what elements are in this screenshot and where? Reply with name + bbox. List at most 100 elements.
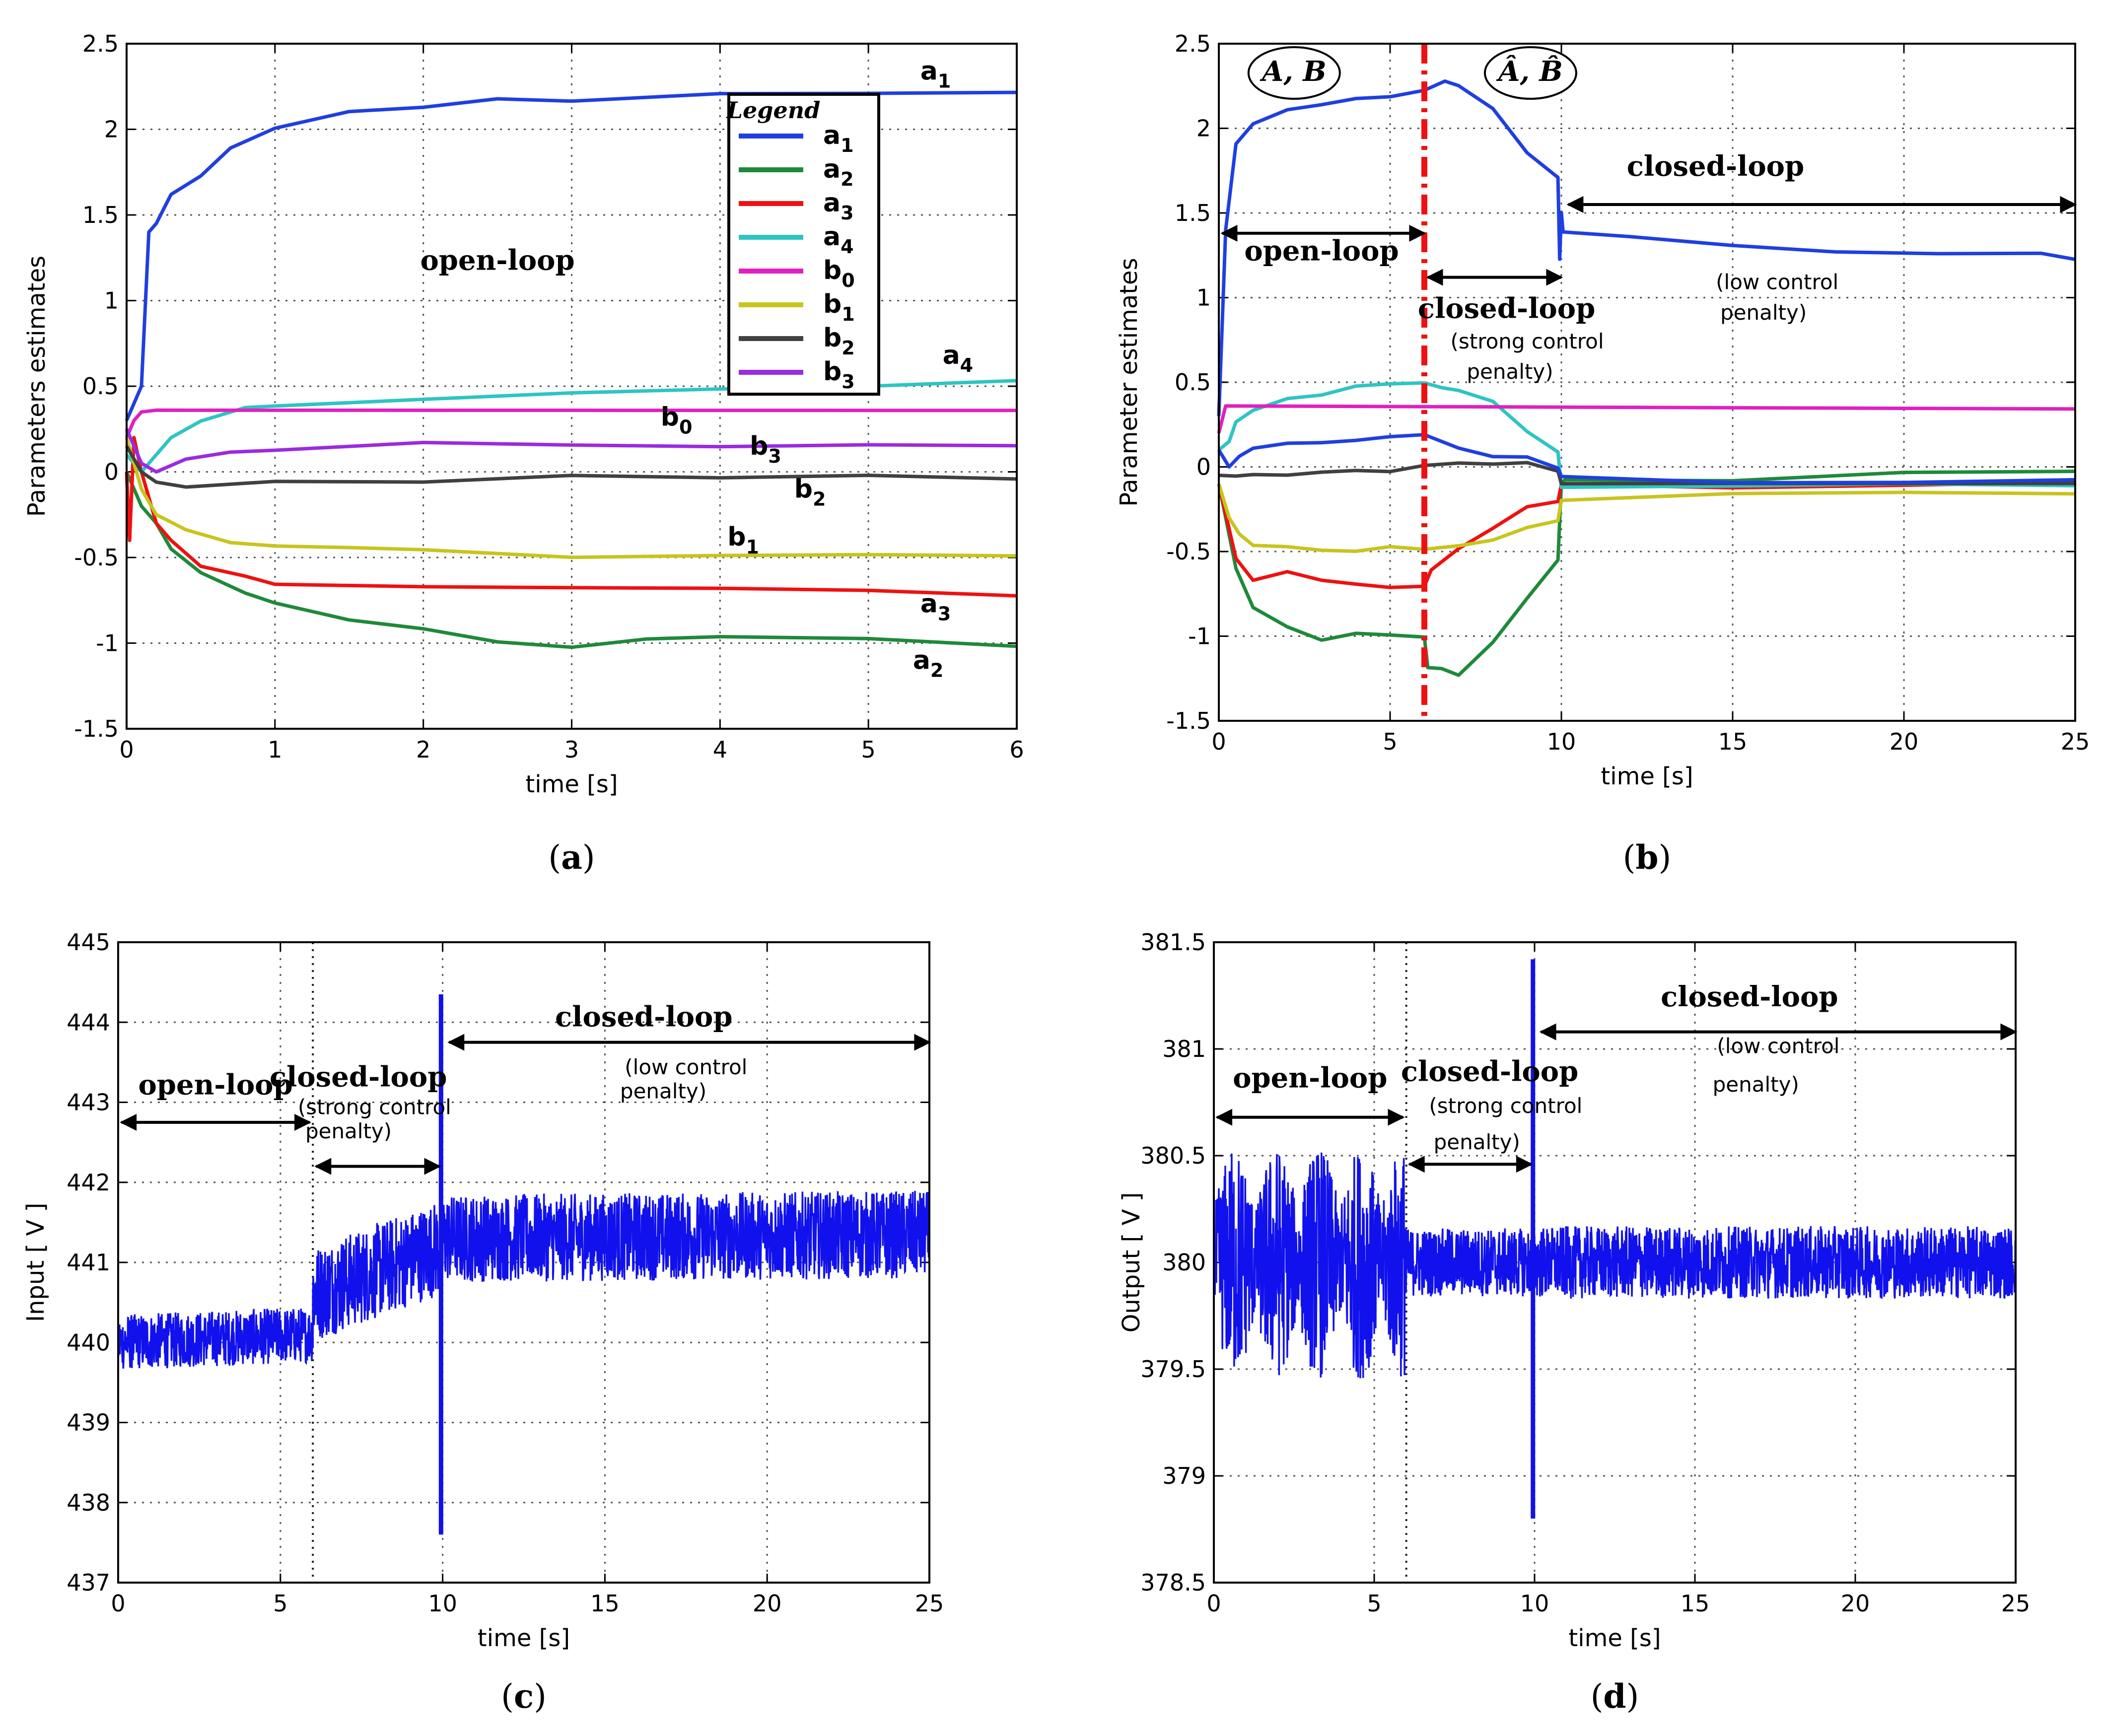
y-tick-label: 439: [67, 1409, 110, 1436]
y-tick-label: 0: [1196, 454, 1211, 481]
series-label-a2: a2: [913, 645, 944, 681]
x-axis-label: time [s]: [525, 770, 618, 798]
x-tick-label: 5: [1367, 1590, 1381, 1617]
legend-label: b0: [823, 256, 855, 291]
x-tick-label: 3: [564, 736, 579, 763]
series-line-a1: [125, 90, 1017, 421]
y-tick-label: 1: [1196, 284, 1211, 311]
x-tick-label: 2: [416, 736, 430, 763]
x-tick-label: 25: [2001, 1590, 2031, 1617]
y-tick-label: 1.5: [1175, 200, 1211, 226]
annotation-text: (low control: [1717, 1034, 1839, 1058]
x-axis-label: time [s]: [1601, 763, 1693, 790]
legend-label: a3: [823, 188, 854, 224]
x-tick-label: 25: [2061, 728, 2090, 755]
y-tick-label: 0.5: [82, 373, 119, 400]
matrix-oval: [1247, 46, 1341, 100]
series-line-b1: [125, 437, 1017, 559]
y-tick-label: 2: [1196, 115, 1211, 142]
plot-frame: [1218, 43, 2076, 722]
phase-label: closed-loop: [1661, 980, 1838, 1013]
x-tick-label: 4: [713, 736, 727, 763]
y-tick-label: -1.5: [74, 715, 119, 742]
series-line-a4: [1217, 381, 2076, 489]
phase-label: open-loop: [1233, 1061, 1387, 1094]
y-tick-label: 378.5: [1140, 1569, 1206, 1596]
panel-caption: (a): [548, 838, 595, 877]
signal-line: [1213, 1152, 2017, 1379]
y-tick-label: 438: [67, 1489, 110, 1516]
x-tick-label: 15: [1681, 1590, 1710, 1617]
series-label-a3: a3: [920, 589, 951, 625]
y-tick-label: 2.5: [1175, 30, 1211, 57]
series-line-b3: [125, 428, 1017, 474]
y-tick-label: 381.5: [1140, 929, 1206, 956]
matrix-label: Â, B̂: [1496, 55, 1563, 88]
y-tick-label: 2.5: [82, 30, 119, 57]
annotation-text: (strong control: [1451, 329, 1604, 353]
x-tick-label: 0: [1211, 728, 1226, 755]
phase-label: open-loop: [420, 244, 574, 277]
annotation-text: penalty): [305, 1119, 392, 1143]
x-tick-label: 15: [1718, 728, 1748, 755]
series-label-a4: a4: [943, 341, 974, 376]
y-tick-label: -1: [96, 630, 119, 657]
y-tick-label: 442: [67, 1169, 110, 1196]
y-tick-label: 379: [1162, 1462, 1206, 1489]
series-label-a1: a1: [920, 56, 951, 92]
panel-a: 0 1 2 3 4 5 6-1.5-1-0.500.511.522.5a1a2a3a4b0b…: [23, 30, 1024, 877]
y-tick-label: 2: [104, 116, 119, 143]
phase-label: open-loop: [138, 1068, 292, 1101]
x-tick-label: 20: [753, 1590, 782, 1617]
y-tick-label: 0: [104, 459, 119, 486]
annotation-text: (low control: [1716, 270, 1838, 294]
annotation-text: penalty): [1467, 359, 1553, 384]
y-tick-label: -1.5: [1166, 707, 1211, 734]
annotation-text: penalty): [1713, 1072, 1799, 1097]
series-line-a2: [1217, 470, 2076, 677]
y-tick-label: 1.5: [82, 202, 119, 228]
y-tick-label: 379.5: [1140, 1356, 1206, 1383]
legend-label: b3: [823, 357, 855, 393]
panel-caption: (c): [501, 1677, 547, 1716]
phase-label: open-loop: [1244, 234, 1399, 267]
annotation-text: (strong control: [1429, 1094, 1582, 1118]
x-tick-label: 5: [1383, 728, 1397, 755]
panel-b: 0 5 10 15 20 25 -1.5 -1 -0.5 0 0.5 1 1.5 2 2.5 A, B Â, B…: [1115, 30, 2090, 877]
y-tick-label: 444: [67, 1009, 110, 1036]
annotation-text: (strong control: [298, 1095, 451, 1119]
series-line-a2: [125, 471, 1017, 649]
x-axis-label: time [s]: [1568, 1624, 1661, 1652]
x-tick-label: 5: [861, 736, 876, 763]
panel-caption: (d): [1591, 1677, 1639, 1716]
y-tick-label: 437: [67, 1569, 110, 1596]
series-label-b0: b0: [661, 402, 693, 438]
legend-label: a4: [823, 222, 854, 258]
y-axis-label: Parameters estimates: [23, 256, 51, 517]
series-label-b1: b1: [727, 522, 759, 558]
series-label-b2: b2: [794, 474, 826, 510]
panel-d: 0 5 10 15 20 25 378.5 379 379.5 380 380.5 381 381.5 o…: [1118, 929, 2030, 1716]
panel-caption: (b): [1623, 838, 1672, 877]
annotation-text: penalty): [1720, 300, 1807, 325]
y-tick-label: 445: [67, 929, 110, 956]
legend-box: [727, 93, 880, 396]
phase-label: closed-loop: [1401, 1055, 1578, 1088]
phase-label: closed-loop: [1627, 150, 1804, 183]
y-tick-label: 0.5: [1175, 369, 1211, 396]
y-tick-label: -0.5: [1166, 538, 1211, 565]
plot-area: [1219, 44, 2075, 721]
series-line-a1: [1217, 79, 2076, 417]
signal-line: [117, 1190, 930, 1369]
legend-label: a1: [823, 121, 854, 156]
x-tick-label: 10: [1547, 728, 1576, 755]
series-label-b3: b3: [750, 431, 781, 467]
legend-title: Legend: [726, 97, 821, 124]
legend-label: a2: [823, 154, 854, 190]
x-axis-label: time [s]: [478, 1624, 570, 1652]
y-tick-label: 443: [67, 1089, 110, 1116]
annotation-text: penalty): [620, 1079, 706, 1103]
y-axis-label: Output [ V ]: [1118, 1192, 1145, 1333]
y-tick-label: 380.5: [1140, 1142, 1206, 1169]
